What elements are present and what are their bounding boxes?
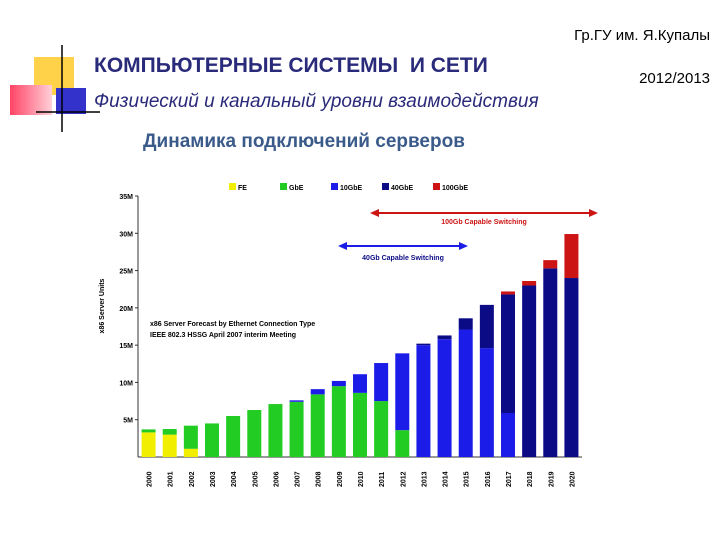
institution: Гр.ГУ им. Я.Купалы [574,27,710,44]
bar-segment [437,339,452,457]
title: КОМПЬЮТЕРНЫЕ СИСТЕМЫ И СЕТИ [94,54,488,77]
legend-label: FE [238,185,247,192]
y-axis-label: x86 Server Units [99,278,106,333]
annotation: 40Gb Capable Switching [362,255,444,262]
legend-label: 100GbE [442,185,468,192]
x-tick-label: 2003 [210,471,217,487]
bar-segment [183,448,198,457]
bar-segment [162,434,177,457]
annotation: IEEE 802.3 HSSG April 2007 interim Meeti… [150,332,296,339]
y-tick-label: 10M [119,380,133,387]
bar-segment [395,430,410,457]
bar-segment [353,392,367,457]
y-tick-label: 25M [119,269,133,276]
bar-segment [310,394,325,457]
bar-segment [437,335,452,340]
bar-segment [564,234,579,279]
bar-segment [501,291,515,295]
legend-swatch [433,183,440,190]
x-tick-label: 2007 [295,471,302,487]
bar-segment [416,345,431,457]
bar-segment [226,415,241,457]
bar-segment [162,429,177,435]
x-tick-label: 2008 [316,471,323,487]
bar-segment [395,353,410,431]
x-tick-label: 2012 [400,471,407,487]
bar-segment [205,423,219,457]
x-tick-label: 2015 [464,471,471,487]
legend-swatch [280,183,287,190]
bar-segment [353,374,367,393]
bar-segment [501,413,515,457]
x-tick-label: 2020 [569,471,576,487]
annotation: 100Gb Capable Switching [441,219,527,226]
x-tick-label: 2002 [189,471,196,487]
x-tick-label: 2006 [273,471,280,487]
arrow-head [338,242,347,250]
year: 2012/2013 [639,70,710,87]
x-tick-label: 2011 [379,472,386,487]
arrow-head [459,242,468,250]
bar-segment [289,401,304,457]
decor-square [56,88,86,114]
x-tick-label: 2014 [443,471,450,487]
x-tick-label: 2010 [358,471,365,487]
bar-segment [479,348,494,457]
bar-segment [374,401,389,457]
arrow-head [589,209,598,217]
y-tick-label: 5M [123,418,133,425]
x-tick-label: 2005 [252,471,259,487]
bar-segment [183,425,198,449]
x-tick-label: 2013 [421,471,428,487]
bar-segment [522,285,537,457]
legend-label: 40GbE [391,185,414,192]
y-tick-label: 35M [119,194,133,201]
x-tick-label: 2018 [527,471,534,487]
bar-segment [310,389,325,395]
bar-segment [268,404,283,457]
annotation: x86 Server Forecast by Ethernet Connecti… [150,321,315,328]
bar-segment [501,294,515,414]
bar-segment [522,281,537,286]
x-tick-label: 2009 [337,471,344,487]
y-tick-label: 15M [119,343,133,350]
bar-segment [141,429,156,433]
x-tick-label: 2004 [231,471,238,487]
bar-segment [289,400,304,402]
x-tick-label: 2016 [485,471,492,487]
legend-swatch [229,183,236,190]
bar-segment [331,386,346,457]
bar-segment [416,343,431,346]
bar-segment [247,410,262,457]
y-tick-label: 30M [119,231,133,238]
legend-swatch [382,183,389,190]
legend-swatch [331,183,338,190]
bar-segment [543,260,558,269]
y-tick-label: 20M [119,306,133,313]
x-tick-label: 2019 [548,471,555,487]
heading: Динамика подключений серверов [143,131,465,152]
x-tick-label: 2000 [147,471,154,487]
x-tick-label: 2017 [506,471,513,487]
x-tick-label: 2001 [168,471,175,487]
bar-segment [141,432,156,457]
bar-segment [479,304,494,349]
bar-segment [331,380,346,387]
bar-segment [458,329,473,457]
bar-segment [564,278,579,457]
legend-label: 10GbE [340,185,363,192]
bar-segment [374,363,389,402]
decor-square [10,85,52,115]
subtitle: Физический и канальный уровни взаимодейс… [94,91,539,112]
bar-segment [543,268,558,457]
bar-segment [458,318,473,330]
arrow-head [370,209,379,217]
legend-label: GbE [289,185,304,192]
